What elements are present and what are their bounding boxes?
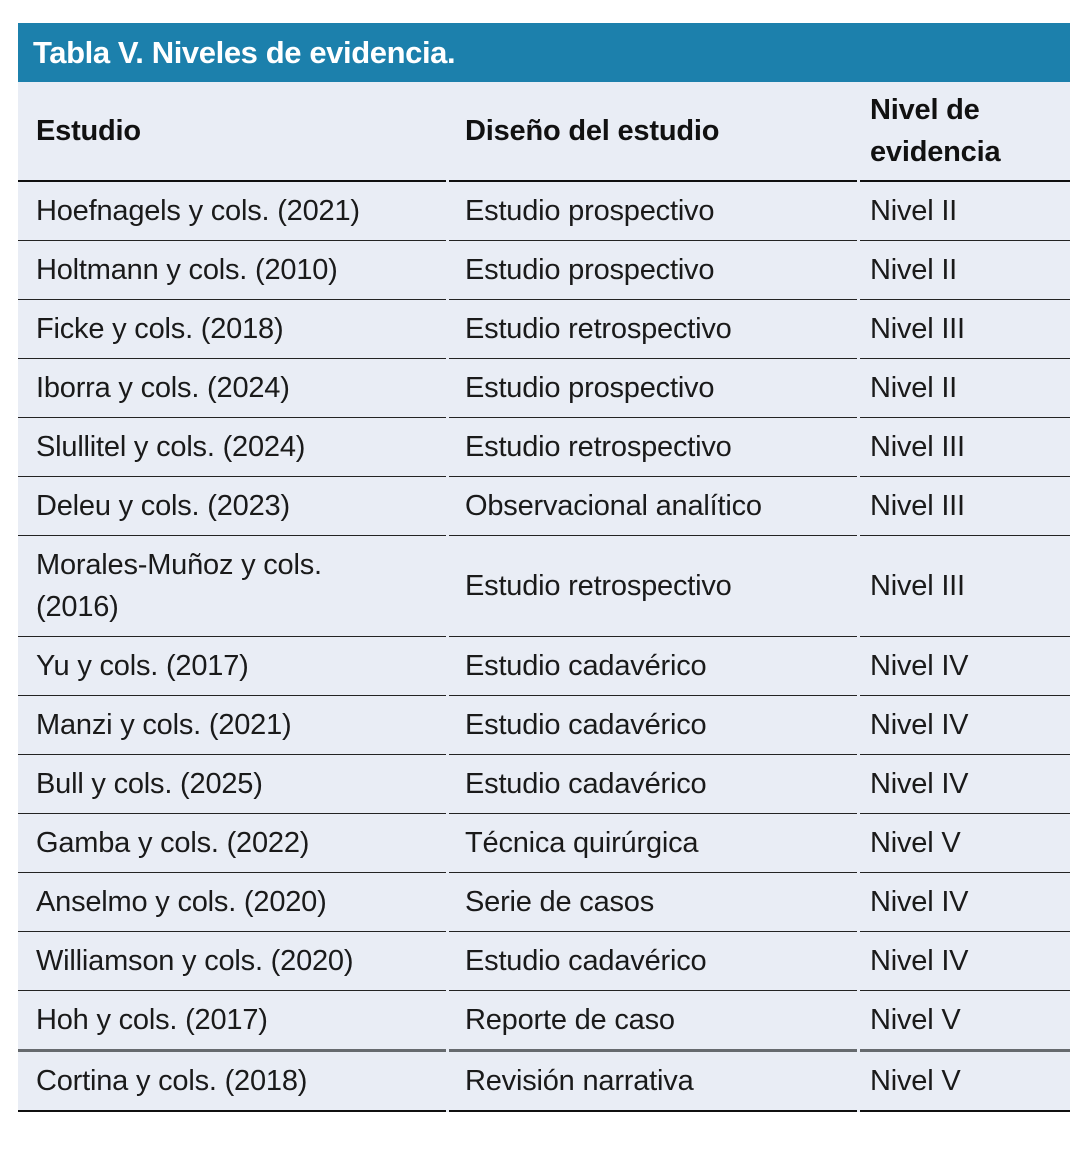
cell-diseno: Revisión narrativa bbox=[449, 1052, 857, 1112]
cell-nivel: Nivel IV bbox=[860, 696, 1070, 755]
cell-estudio: Williamson y cols. (2020) bbox=[18, 932, 446, 991]
table-header-row: Estudio Diseño del estudio Nivel de evid… bbox=[18, 82, 1070, 182]
table-row: Yu y cols. (2017) Estudio cadavérico Niv… bbox=[18, 637, 1070, 696]
cell-estudio: Manzi y cols. (2021) bbox=[18, 696, 446, 755]
table-row: Gamba y cols. (2022) Técnica quirúrgica … bbox=[18, 814, 1070, 873]
cell-diseno: Estudio cadavérico bbox=[449, 696, 857, 755]
cell-estudio: Slullitel y cols. (2024) bbox=[18, 418, 446, 477]
table-row: Deleu y cols. (2023) Observacional analí… bbox=[18, 477, 1070, 536]
cell-estudio: Morales-Muñoz y cols. (2016) bbox=[18, 536, 446, 637]
table-row: Cortina y cols. (2018) Revisión narrativ… bbox=[18, 1052, 1070, 1112]
cell-estudio: Iborra y cols. (2024) bbox=[18, 359, 446, 418]
table-title: Tabla V. Niveles de evidencia. bbox=[33, 34, 456, 70]
table-row: Iborra y cols. (2024) Estudio prospectiv… bbox=[18, 359, 1070, 418]
cell-nivel: Nivel IV bbox=[860, 932, 1070, 991]
cell-nivel: Nivel II bbox=[860, 241, 1070, 300]
column-header-diseno-del-estudio: Diseño del estudio bbox=[449, 82, 857, 182]
cell-diseno: Técnica quirúrgica bbox=[449, 814, 857, 873]
cell-estudio: Yu y cols. (2017) bbox=[18, 637, 446, 696]
table-row: Williamson y cols. (2020) Estudio cadavé… bbox=[18, 932, 1070, 991]
cell-diseno: Estudio cadavérico bbox=[449, 755, 857, 814]
cell-estudio: Bull y cols. (2025) bbox=[18, 755, 446, 814]
cell-estudio: Anselmo y cols. (2020) bbox=[18, 873, 446, 932]
cell-estudio: Ficke y cols. (2018) bbox=[18, 300, 446, 359]
column-header-nivel-de-evidencia: Nivel de evidencia bbox=[860, 82, 1070, 182]
column-header-estudio: Estudio bbox=[18, 82, 446, 182]
cell-estudio: Gamba y cols. (2022) bbox=[18, 814, 446, 873]
cell-estudio: Cortina y cols. (2018) bbox=[18, 1052, 446, 1112]
cell-nivel: Nivel V bbox=[860, 1052, 1070, 1112]
table-row: Anselmo y cols. (2020) Serie de casos Ni… bbox=[18, 873, 1070, 932]
cell-estudio: Holtmann y cols. (2010) bbox=[18, 241, 446, 300]
cell-nivel: Nivel II bbox=[860, 359, 1070, 418]
cell-nivel: Nivel III bbox=[860, 536, 1070, 637]
table-row: Bull y cols. (2025) Estudio cadavérico N… bbox=[18, 755, 1070, 814]
cell-nivel: Nivel III bbox=[860, 300, 1070, 359]
table-row: Holtmann y cols. (2010) Estudio prospect… bbox=[18, 241, 1070, 300]
table-row: Morales-Muñoz y cols. (2016) Estudio ret… bbox=[18, 536, 1070, 637]
cell-estudio: Hoefnagels y cols. (2021) bbox=[18, 182, 446, 241]
table-row: Hoh y cols. (2017) Reporte de caso Nivel… bbox=[18, 991, 1070, 1052]
cell-diseno: Estudio cadavérico bbox=[449, 932, 857, 991]
evidence-table-card: Tabla V. Niveles de evidencia. Estudio D… bbox=[18, 23, 1070, 1112]
table-rows: Hoefnagels y cols. (2021) Estudio prospe… bbox=[18, 182, 1070, 1112]
cell-diseno: Estudio prospectivo bbox=[449, 182, 857, 241]
table-row: Hoefnagels y cols. (2021) Estudio prospe… bbox=[18, 182, 1070, 241]
cell-diseno: Estudio cadavérico bbox=[449, 637, 857, 696]
cell-nivel: Nivel V bbox=[860, 991, 1070, 1052]
cell-nivel: Nivel II bbox=[860, 182, 1070, 241]
cell-nivel: Nivel IV bbox=[860, 873, 1070, 932]
table-row: Slullitel y cols. (2024) Estudio retrosp… bbox=[18, 418, 1070, 477]
cell-diseno: Reporte de caso bbox=[449, 991, 857, 1052]
cell-diseno: Serie de casos bbox=[449, 873, 857, 932]
table-title-bar: Tabla V. Niveles de evidencia. bbox=[18, 23, 1070, 82]
cell-diseno: Estudio retrospectivo bbox=[449, 536, 857, 637]
cell-nivel: Nivel IV bbox=[860, 755, 1070, 814]
table-row: Manzi y cols. (2021) Estudio cadavérico … bbox=[18, 696, 1070, 755]
cell-nivel: Nivel III bbox=[860, 477, 1070, 536]
table-row: Ficke y cols. (2018) Estudio retrospecti… bbox=[18, 300, 1070, 359]
cell-nivel: Nivel III bbox=[860, 418, 1070, 477]
cell-diseno: Estudio retrospectivo bbox=[449, 418, 857, 477]
cell-diseno: Estudio retrospectivo bbox=[449, 300, 857, 359]
cell-diseno: Estudio prospectivo bbox=[449, 241, 857, 300]
cell-estudio: Deleu y cols. (2023) bbox=[18, 477, 446, 536]
cell-nivel: Nivel IV bbox=[860, 637, 1070, 696]
cell-diseno: Estudio prospectivo bbox=[449, 359, 857, 418]
cell-diseno: Observacional analítico bbox=[449, 477, 857, 536]
cell-nivel: Nivel V bbox=[860, 814, 1070, 873]
evidence-table: Estudio Diseño del estudio Nivel de evid… bbox=[18, 82, 1070, 1112]
cell-estudio: Hoh y cols. (2017) bbox=[18, 991, 446, 1052]
